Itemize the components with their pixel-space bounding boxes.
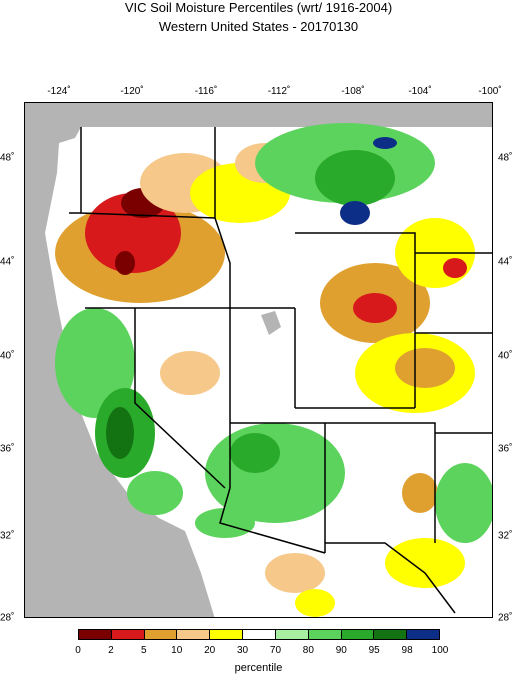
legend-tick-label: 90 [335,645,347,656]
legend-swatch [79,630,112,639]
state-boundaries [69,127,492,614]
lon-label: -124˚ [47,86,71,97]
lat-label: 28˚ [0,612,15,624]
legend-swatch [341,630,375,639]
lat-label: 40˚ [498,350,513,362]
legend-swatch [144,630,178,639]
lat-label: 32˚ [0,530,15,542]
legend-tick-label: 80 [302,645,314,656]
legend-swatch [111,630,145,639]
legend-tick-label: 10 [171,645,183,656]
lat-label: 48˚ [0,152,15,164]
legend-swatch [243,630,276,639]
legend-tick-label: 0 [75,645,81,656]
wet-region-california [55,308,183,515]
dry-region-new-mexico [402,473,438,513]
legend-tick-label: 100 [431,645,449,656]
wet-region-texas [435,463,492,543]
legend-swatch [177,630,211,639]
legend-tick-label: 5 [141,645,147,656]
legend-tick-label: 70 [269,645,282,656]
map-frame [24,102,493,618]
ocean-area [25,103,492,617]
lat-label: 40˚ [0,350,15,362]
lon-label: -100˚ [478,86,502,97]
legend-tick-label: 98 [401,645,413,656]
legend-tick-label: 30 [236,645,249,656]
legend-swatch [275,630,309,639]
lat-label: 44˚ [498,256,513,268]
wet-region-southwest [195,423,345,538]
legend-title: percentile [234,662,283,674]
dry-region-mexico [265,553,325,593]
legend-bar [78,629,440,640]
lat-label: 48˚ [498,152,513,164]
lon-label: -120˚ [120,86,144,97]
lat-label: 32˚ [498,530,513,542]
soil-moisture-map [25,103,492,617]
dry-region-texas [385,538,465,588]
legend-tick-label: 2 [108,645,114,656]
lat-label: 44˚ [0,256,15,268]
legend-swatch [308,630,342,639]
map-subtitle: Western United States - 20170130 [158,19,359,34]
legend-swatch [210,630,244,639]
lon-label: -108˚ [341,86,365,97]
lat-label: 28˚ [498,612,513,624]
legend-tick-label: 95 [368,645,380,656]
map-title: VIC Soil Moisture Percentiles (wrt/ 1916… [124,0,393,15]
legend-swatch [407,630,439,639]
dry-region-nevada [160,351,220,395]
lon-label: -104˚ [408,86,432,97]
lat-label: 36˚ [498,443,513,455]
legend-swatch [374,630,408,639]
lat-label: 36˚ [0,443,15,455]
dry-region-mexico-south [295,589,335,617]
lon-label: -112˚ [267,86,291,97]
wet-region-montana [255,123,435,225]
lon-label: -116˚ [194,86,218,97]
lake [261,311,281,335]
legend-tick-label: 20 [204,645,216,656]
